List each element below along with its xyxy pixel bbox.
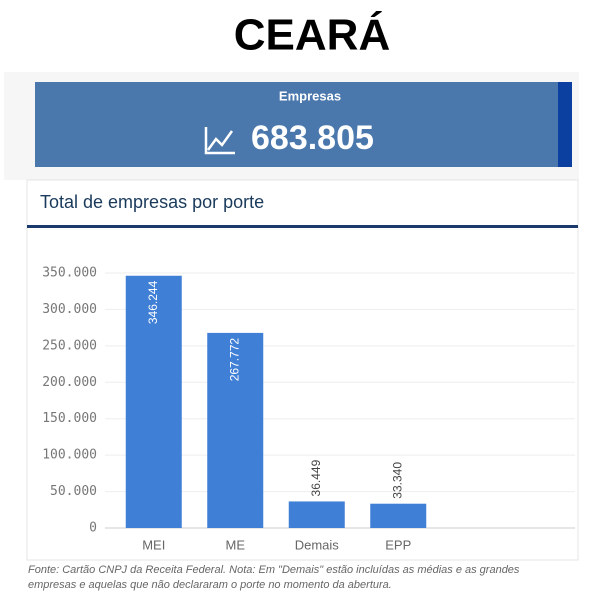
y-tick-label: 250.000 [42, 338, 97, 353]
chart-panel [26, 179, 579, 561]
x-tick-label: Demais [295, 537, 340, 552]
x-tick-label: ME [226, 537, 246, 552]
y-tick-label: 350.000 [42, 266, 97, 281]
kpi-value: 683.805 [251, 119, 374, 157]
y-tick-label: 100.000 [42, 448, 97, 463]
value-label: 36.449 [309, 459, 323, 496]
bar [370, 503, 427, 528]
page-title: CEARÁ [234, 10, 390, 60]
y-tick-label: 0 [89, 521, 97, 536]
footnote: empresas e aquelas que não declararam o … [28, 579, 392, 591]
bar [207, 332, 264, 528]
plot: 0 50.000 100.000 150.000 200.000 250.000 300.0… [42, 266, 575, 552]
y-tick-label: 50.000 [50, 484, 97, 499]
bar [125, 275, 182, 528]
y-tick-label: 150.000 [42, 411, 97, 426]
trend-icon [204, 127, 235, 155]
y-tick-label: 300.000 [42, 302, 97, 317]
kpi-card [35, 82, 558, 167]
bar [288, 501, 345, 528]
value-label: 33.340 [390, 462, 404, 499]
x-tick-label: MEI [142, 537, 165, 552]
y-tick-label: 200.000 [42, 375, 97, 390]
value-label: 267.772 [227, 338, 241, 382]
value-label: 346.244 [146, 280, 160, 324]
x-tick-label: EPP [385, 537, 411, 552]
title-underline [27, 225, 578, 228]
kpi-accent [558, 82, 572, 167]
kpi-label: Empresas [279, 88, 341, 103]
footnote: Fonte: Cartão CNPJ da Receita Federal. N… [28, 564, 520, 576]
chart-title: Total de empresas por porte [40, 192, 264, 212]
